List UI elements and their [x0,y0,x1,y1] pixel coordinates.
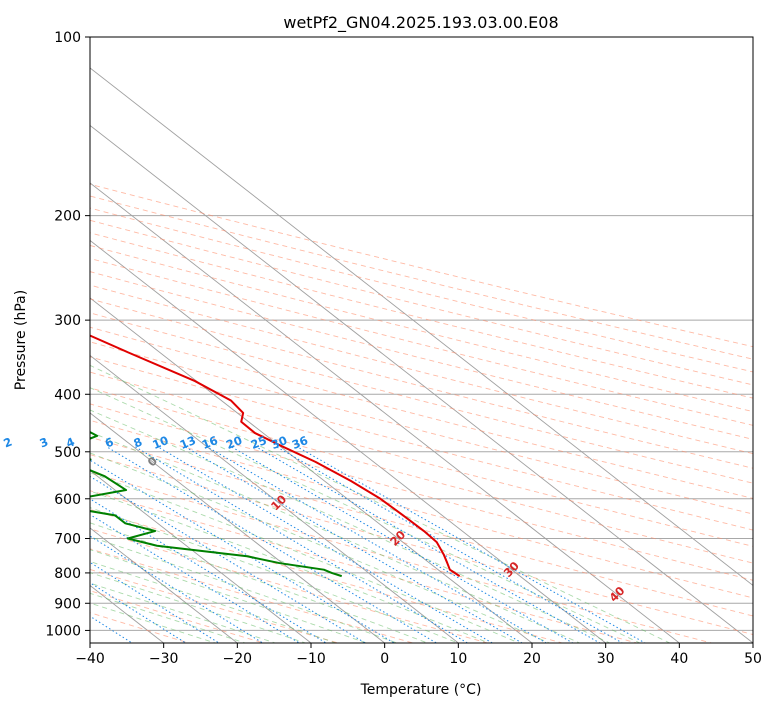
dry-adiabat-line [90,207,753,373]
isotherm-line [90,469,312,643]
dry-adiabat-line [90,371,753,547]
dry-adiabat-line [90,490,639,643]
x-tick-label: 20 [523,651,541,667]
x-tick-label: 0 [380,651,389,667]
dry-adiabat-line [90,471,714,643]
moist-adiabat-line [90,582,277,643]
background-lines [90,37,753,643]
mixing-ratio-line [90,498,328,643]
axes: −40 −30 −20 −10 0 10 20 30 40 50 1000 900 800 700 600 5… [45,30,762,667]
mixing-ratio-label: 13 [178,433,198,452]
mixing-ratio-label: 30 [269,433,289,452]
isotherm-line [90,354,460,643]
x-tick-label: −20 [223,651,253,667]
mixing-ratio-label: 20 [224,433,244,452]
isotherm-line [90,124,753,643]
moist-adiabat-line [90,602,217,643]
dry-adiabat-line [90,219,753,386]
dry-adiabat-line [90,568,340,643]
y-tick-label: 600 [54,492,81,508]
moist-adiabat-line [90,522,429,643]
temperature-profile-line [90,334,461,577]
x-tick-label: 40 [670,651,688,667]
isotherm-line [90,297,533,643]
mixing-ratio-label: 25 [249,433,269,452]
y-tick-label: 800 [54,566,81,582]
moist-adiabat-line [90,549,368,643]
isotherm-line [90,67,753,587]
y-tick-label: 900 [54,596,81,612]
mixing-ratio-line [275,446,624,643]
dry-adiabat-line [90,454,753,635]
dry-adiabat-line [90,257,753,426]
isotherm-line [90,527,239,643]
profile-series [90,334,461,578]
dry-adiabat-line [90,271,753,440]
chart-title: wetPf2_GN04.2025.193.03.00.E08 [283,13,558,33]
y-tick-label: 400 [54,387,81,403]
mixing-ratio-label: 16 [200,433,220,452]
mixing-ratio-label: 36 [290,433,310,452]
x-tick-label: −10 [296,651,326,667]
dry-adiabat-line [90,356,753,531]
mixing-ratio-line [206,446,548,643]
mixing-ratio-line [90,513,301,643]
plot-frame [89,36,754,644]
dewpoint-profile-line [90,430,343,578]
isotherm-line [90,412,386,643]
mixing-ratio-label: 10 [150,433,170,452]
y-tick-label: 700 [54,532,81,548]
dry-adiabat-line [90,403,753,581]
y-axis-label: Pressure (hPa) [13,290,29,390]
moist-adiabat-line [90,431,581,643]
dry-adiabat-line [90,326,753,499]
mixing-ratio-line [230,446,574,643]
moist-adiabat-line [90,472,521,643]
x-tick-label: −30 [149,651,179,667]
x-axis-label: Temperature (°C) [360,682,482,698]
mixing-ratio-line [106,446,438,643]
mixing-ratio-line [90,459,396,643]
dry-adiabat-line [90,548,415,643]
x-tick-label: 10 [449,651,467,667]
y-tick-label: 300 [54,313,81,329]
x-tick-label: 30 [597,651,615,667]
dry-adiabat-line [90,509,565,643]
isotherm-line [90,239,607,643]
x-tick-label: 50 [744,651,762,667]
y-tick-label: 1000 [45,623,81,639]
y-tick-label: 500 [54,445,81,461]
mixing-ratio-line [90,475,367,643]
moist-adiabat-line [90,387,641,643]
y-tick-label: 100 [54,30,81,46]
moist-adiabat-line [90,592,247,643]
moist-adiabat-line [90,490,490,643]
y-tick-label: 200 [54,209,81,225]
x-tick-label: −40 [75,651,105,667]
moist-adiabat-line [90,364,671,643]
moist-adiabat-line [90,409,611,643]
mixing-ratio-line [157,446,494,643]
